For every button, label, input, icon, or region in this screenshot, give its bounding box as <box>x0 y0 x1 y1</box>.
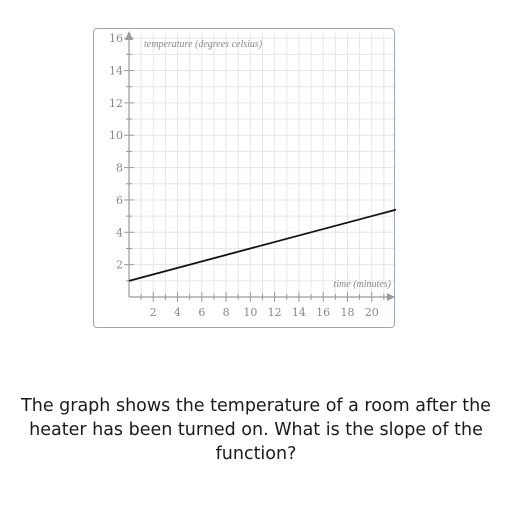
chart-svg: 2 4 6 8 10 12 14 16 18 20 2 4 6 8 10 12 14 16 temperature… <box>109 31 396 319</box>
series-line-temperature <box>128 208 396 282</box>
y-tick-label: 14 <box>109 65 123 78</box>
y-axis-label: temperature (degrees celsius) <box>144 39 263 50</box>
chart-frame: 2 4 6 8 10 12 14 16 18 20 2 4 6 8 10 12 14 16 temperature… <box>93 28 396 328</box>
question-text: The graph shows the temperature of a roo… <box>21 396 491 464</box>
x-tick-label: 14 <box>292 306 306 319</box>
y-tick-label: 8 <box>116 162 123 175</box>
y-tick-label: 16 <box>109 32 123 45</box>
x-tick-label: 12 <box>268 306 282 319</box>
x-tick-label: 2 <box>150 306 157 319</box>
y-tick-label: 6 <box>116 194 123 207</box>
x-tick-label: 10 <box>243 306 257 319</box>
y-tick-label: 10 <box>109 129 123 142</box>
y-tick-label: 4 <box>116 226 123 239</box>
x-axis-arrow <box>387 293 395 301</box>
x-tick-label: 20 <box>365 306 379 319</box>
x-axis-label: time (minutes) <box>334 279 392 290</box>
grid <box>129 33 394 297</box>
x-tick-label: 16 <box>316 306 330 319</box>
x-tick-label: 4 <box>174 306 181 319</box>
x-tick-label: 6 <box>198 306 205 319</box>
y-tick-label: 2 <box>116 259 123 272</box>
x-tick-label: 18 <box>340 306 354 319</box>
x-tick-label: 8 <box>223 306 230 319</box>
y-tick-label: 12 <box>109 97 123 110</box>
series <box>128 208 396 282</box>
ticks: 2 4 6 8 10 12 14 16 18 20 2 4 6 8 10 12 14 16 <box>109 32 385 319</box>
